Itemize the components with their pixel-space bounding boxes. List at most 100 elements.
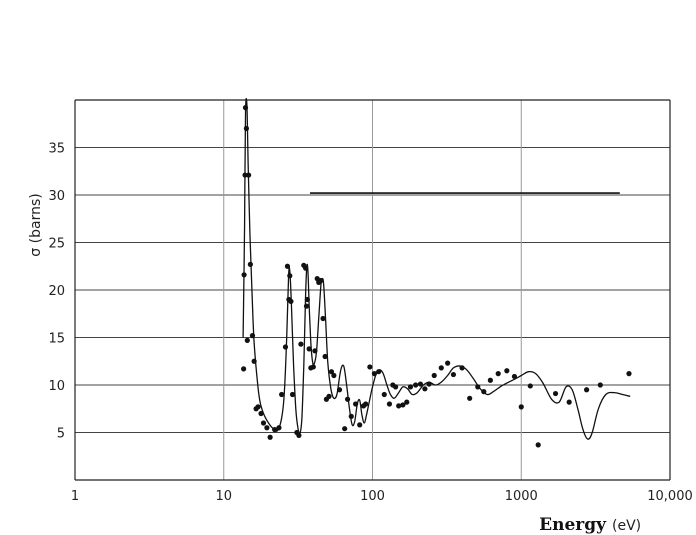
fitted-curve-path: [242, 98, 631, 440]
data-point: [422, 386, 428, 392]
data-point: [475, 384, 481, 390]
data-point: [467, 395, 473, 401]
data-point: [279, 391, 285, 398]
data-point: [260, 420, 267, 426]
x-tick-labels: 1 10 100 1000 10,000: [71, 489, 693, 504]
y-tick-label: 35: [48, 142, 65, 157]
data-point: [481, 389, 487, 395]
data-point: [318, 277, 324, 284]
plot-frame: [74, 99, 671, 481]
data-point: [242, 105, 249, 111]
data-point: [326, 393, 332, 399]
data-point: [438, 365, 444, 371]
data-point: [381, 391, 387, 398]
data-point: [417, 381, 424, 387]
data-point: [407, 384, 414, 390]
data-point: [289, 391, 296, 398]
data-point: [272, 427, 278, 433]
data-point: [367, 364, 373, 370]
data-point: [552, 390, 559, 397]
data-point: [376, 369, 382, 375]
y-tick-label: 20: [48, 284, 65, 299]
data-point: [504, 368, 510, 374]
data-point: [303, 303, 310, 309]
data-point: [371, 371, 378, 377]
y-tick-labels: 5 10 15 20 25 30 35: [48, 142, 65, 442]
data-point: [251, 358, 257, 364]
y-tick-label: 15: [48, 332, 65, 347]
data-point: [258, 410, 264, 417]
data-point: [287, 273, 293, 279]
y-tick-label: 10: [48, 379, 65, 394]
data-point: [396, 403, 402, 409]
data-point: [535, 442, 541, 448]
x-tick-label: 100: [360, 489, 385, 504]
data-point: [431, 372, 437, 379]
data-point: [336, 387, 343, 393]
data-point: [426, 381, 432, 387]
y-axis-label: σ (barns): [28, 193, 44, 256]
data-points: [241, 105, 632, 448]
data-point: [450, 371, 457, 378]
data-point: [255, 404, 261, 410]
data-point: [264, 425, 270, 431]
data-point: [487, 377, 493, 383]
data-point: [243, 125, 250, 132]
data-point: [312, 348, 318, 354]
data-point: [518, 404, 524, 410]
y-tick-label: 30: [48, 189, 65, 204]
data-point: [310, 364, 316, 370]
fitted-curve: [242, 98, 631, 440]
data-point: [511, 373, 518, 380]
data-point: [357, 422, 363, 428]
data-point: [276, 425, 282, 431]
data-point: [363, 401, 369, 407]
data-point: [566, 399, 572, 405]
data-point: [445, 360, 451, 366]
data-point: [459, 365, 465, 371]
data-point: [342, 426, 348, 432]
data-point: [246, 172, 252, 178]
data-point: [304, 296, 310, 303]
data-point: [597, 382, 603, 388]
x-axis-label: Energy: [539, 515, 607, 535]
data-point: [242, 172, 248, 178]
data-point: [495, 371, 501, 377]
x-axis-unit: (eV): [612, 518, 641, 534]
data-point: [400, 402, 406, 408]
data-point: [267, 434, 273, 440]
data-point: [404, 399, 410, 405]
data-point: [413, 382, 419, 388]
data-point: [241, 366, 247, 372]
data-point: [584, 387, 590, 393]
data-point: [386, 401, 393, 407]
data-point: [241, 272, 247, 278]
x-tick-label: 10,000: [647, 489, 693, 504]
data-point: [344, 396, 351, 402]
data-point: [249, 333, 256, 339]
data-point: [298, 341, 304, 347]
data-point: [527, 383, 533, 389]
data-point: [331, 372, 337, 379]
data-point: [353, 401, 359, 407]
data-point: [626, 371, 632, 377]
data-point: [302, 265, 309, 271]
y-tick-label: 25: [48, 237, 65, 252]
grid-lines: [75, 100, 670, 480]
data-point: [247, 261, 253, 267]
data-point: [328, 369, 335, 375]
data-point: [322, 353, 328, 360]
data-point: [244, 337, 250, 343]
data-point: [393, 384, 399, 390]
x-tick-label: 10: [215, 489, 232, 504]
x-tick-label: 1: [71, 489, 79, 504]
y-tick-label: 5: [57, 427, 65, 442]
data-point: [284, 263, 291, 269]
x-tick-label: 1000: [505, 489, 538, 504]
data-point: [306, 346, 312, 352]
data-point: [288, 298, 294, 304]
data-point: [282, 344, 289, 350]
data-point: [320, 315, 326, 322]
data-point: [296, 432, 302, 438]
